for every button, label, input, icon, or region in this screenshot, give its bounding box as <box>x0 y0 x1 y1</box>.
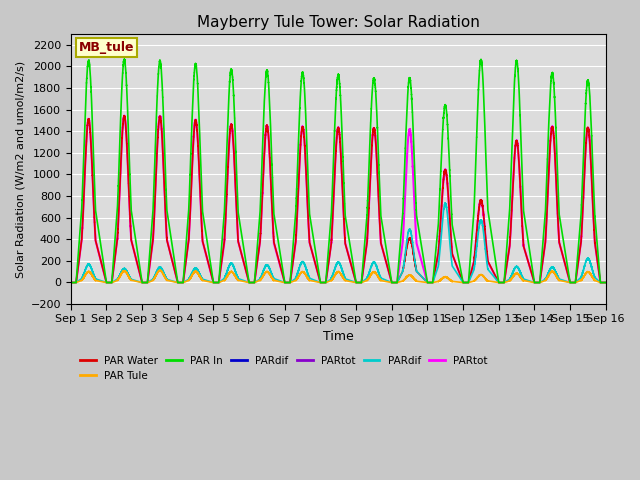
Text: MB_tule: MB_tule <box>79 41 134 54</box>
X-axis label: Time: Time <box>323 330 354 343</box>
Title: Mayberry Tule Tower: Solar Radiation: Mayberry Tule Tower: Solar Radiation <box>197 15 480 30</box>
Legend: PAR Water, PAR Tule, PAR In, PARdif, PARtot, PARdif, PARtot: PAR Water, PAR Tule, PAR In, PARdif, PAR… <box>76 351 492 385</box>
Y-axis label: Solar Radiation (W/m2 and umol/m2/s): Solar Radiation (W/m2 and umol/m2/s) <box>15 60 25 277</box>
